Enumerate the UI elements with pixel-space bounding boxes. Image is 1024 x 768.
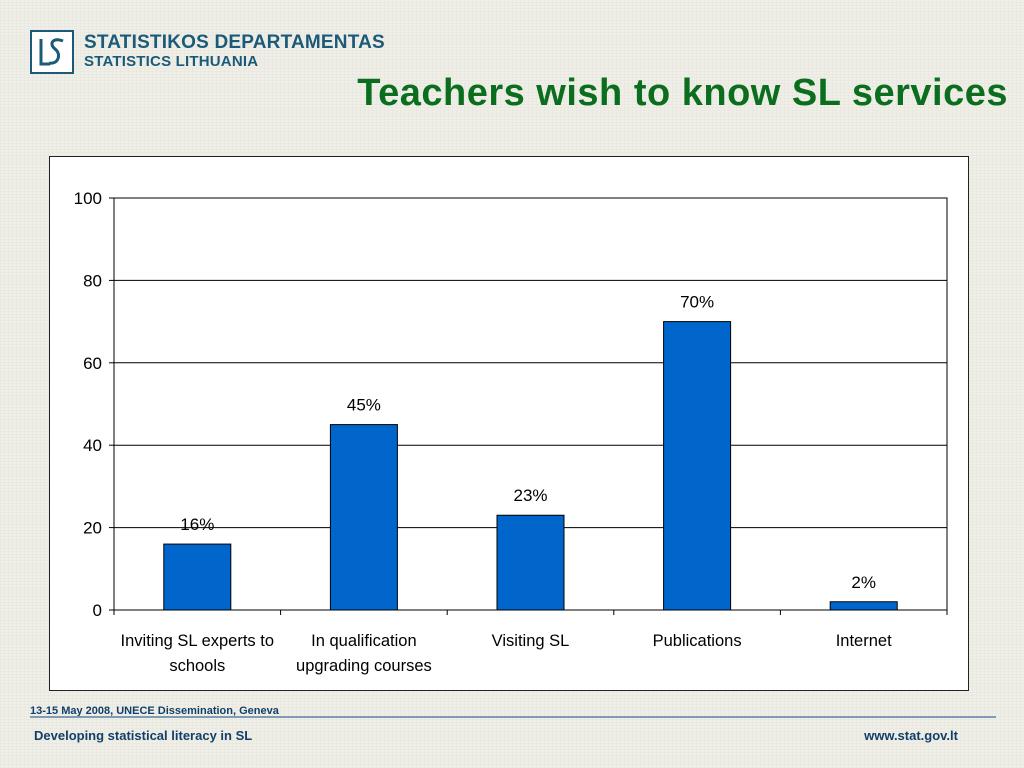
logo-line2: STATISTICS LITHUANIA	[84, 53, 259, 70]
bar	[496, 514, 565, 611]
data-label: 23%	[513, 486, 547, 505]
footer-divider	[30, 716, 996, 718]
category-label: Visiting SL	[492, 632, 570, 650]
footer-left-text: Developing statistical literacy in SL	[34, 728, 253, 743]
logo-line1: STATISTIKOS DEPARTAMENTAS	[84, 32, 385, 53]
y-tick-label: 40	[83, 436, 102, 455]
bar	[163, 543, 232, 611]
y-tick-label: 60	[83, 354, 102, 373]
bar	[829, 601, 898, 611]
logo: STATISTIKOS DEPARTAMENTAS STATISTICS LIT…	[30, 30, 385, 74]
y-tick-label: 80	[83, 271, 102, 290]
chart-frame: 0 20 40 60 80 100 16% Inviting SL experts to sch…	[49, 156, 969, 691]
footer-url: www.stat.gov.lt	[864, 728, 958, 743]
footer-date: 13-15 May 2008, UNECE Dissemination, Gen…	[30, 705, 279, 717]
data-label: 70%	[680, 293, 714, 312]
y-tick-label: 100	[74, 189, 102, 208]
y-tick-label: 20	[83, 519, 102, 538]
category-label: In qualification	[311, 632, 417, 650]
bar-chart: 0 20 40 60 80 100 16% Inviting SL experts to sch…	[74, 189, 948, 675]
category-label: schools	[169, 657, 225, 675]
category-label: Internet	[836, 632, 892, 650]
slide-title: Teachers wish to know SL services	[357, 72, 1008, 114]
bar	[329, 424, 398, 611]
data-label: 2%	[851, 573, 876, 592]
data-label: 16%	[180, 515, 214, 534]
bar	[663, 321, 732, 611]
category-label: Publications	[653, 632, 742, 650]
logo-mark-icon	[30, 30, 74, 74]
data-label: 45%	[347, 396, 381, 415]
category-label: upgrading courses	[296, 657, 432, 675]
y-tick-label: 0	[93, 601, 102, 620]
logo-text: STATISTIKOS DEPARTAMENTAS STATISTICS LIT…	[84, 33, 385, 71]
category-label: Inviting SL experts to	[121, 632, 274, 650]
